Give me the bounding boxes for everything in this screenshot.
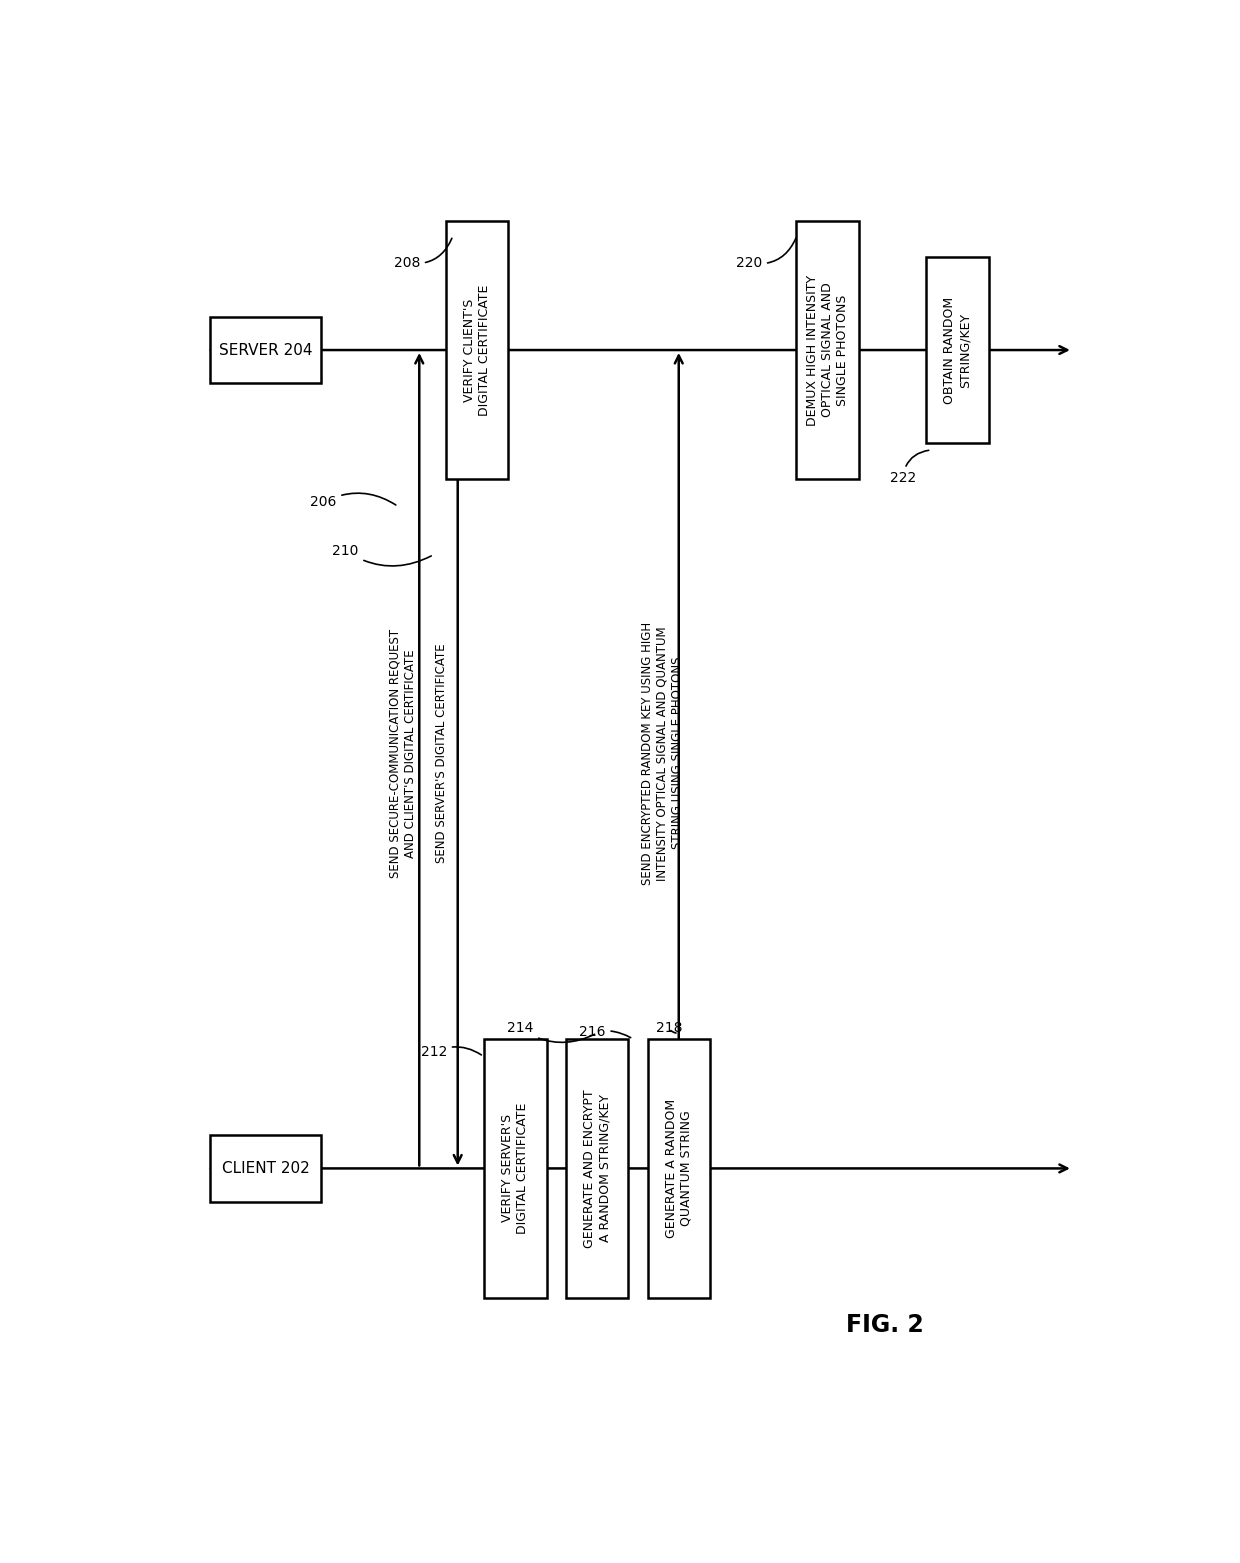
- Text: FIG. 2: FIG. 2: [847, 1313, 924, 1336]
- Text: SEND SERVER'S DIGITAL CERTIFICATE: SEND SERVER'S DIGITAL CERTIFICATE: [435, 644, 448, 863]
- Text: GENERATE A RANDOM
QUANTUM STRING: GENERATE A RANDOM QUANTUM STRING: [665, 1099, 693, 1238]
- FancyBboxPatch shape: [484, 1039, 547, 1297]
- Text: VERIFY CLIENT'S
DIGITAL CERTIFICATE: VERIFY CLIENT'S DIGITAL CERTIFICATE: [463, 284, 491, 416]
- FancyBboxPatch shape: [926, 256, 988, 444]
- Text: VERIFY SERVER'S
DIGITAL CERTIFICATE: VERIFY SERVER'S DIGITAL CERTIFICATE: [501, 1103, 529, 1235]
- Text: 212: 212: [420, 1046, 481, 1060]
- Text: 216: 216: [579, 1025, 631, 1039]
- Text: SEND ENCRYPTED RANDOM KEY USING HIGH
INTENSITY OPTICAL SIGNAL AND QUANTUM
STRING: SEND ENCRYPTED RANDOM KEY USING HIGH INT…: [641, 622, 684, 885]
- FancyBboxPatch shape: [796, 220, 859, 480]
- Text: 220: 220: [735, 238, 796, 270]
- Text: GENERATE AND ENCRYPT
A RANDOM STRING/KEY: GENERATE AND ENCRYPT A RANDOM STRING/KEY: [583, 1089, 611, 1247]
- Text: DEMUX HIGH INTENSITY
OPTICAL SIGNAL AND
SINGLE PHOTONS: DEMUX HIGH INTENSITY OPTICAL SIGNAL AND …: [806, 275, 849, 425]
- Text: SERVER 204: SERVER 204: [218, 342, 312, 358]
- Text: SEND SECURE-COMMUNICATION REQUEST
AND CLIENT'S DIGITAL CERTIFICATE: SEND SECURE-COMMUNICATION REQUEST AND CL…: [389, 628, 417, 878]
- Text: 210: 210: [332, 544, 432, 566]
- FancyBboxPatch shape: [647, 1039, 711, 1297]
- FancyBboxPatch shape: [211, 317, 321, 383]
- Text: 208: 208: [393, 238, 451, 270]
- Text: 206: 206: [310, 494, 396, 510]
- Text: OBTAIN RANDOM
STRING/KEY: OBTAIN RANDOM STRING/KEY: [944, 297, 971, 403]
- Text: 214: 214: [507, 1022, 595, 1043]
- FancyBboxPatch shape: [445, 220, 508, 480]
- Text: 222: 222: [889, 450, 929, 486]
- Text: 218: 218: [656, 1022, 682, 1035]
- FancyBboxPatch shape: [565, 1039, 629, 1297]
- Text: CLIENT 202: CLIENT 202: [222, 1161, 310, 1175]
- FancyBboxPatch shape: [211, 1135, 321, 1202]
